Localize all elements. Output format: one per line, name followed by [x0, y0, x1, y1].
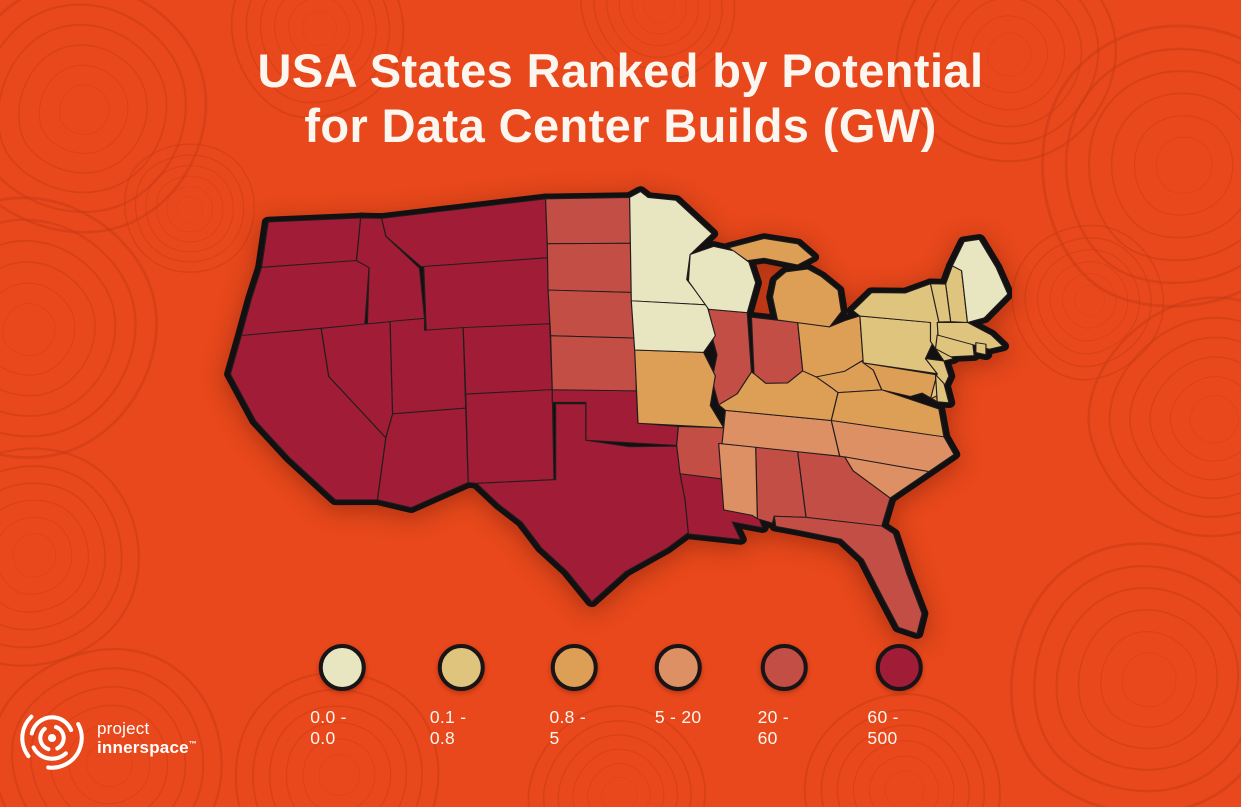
- legend-swatch: [654, 644, 702, 691]
- legend-swatch: [875, 644, 923, 691]
- state-KS: [550, 335, 637, 392]
- logo-word-project: project: [97, 718, 150, 738]
- project-innerspace-logo-text: project innerspace™: [97, 719, 197, 757]
- state-IA: [630, 300, 716, 353]
- us-map-svg: [224, 186, 1015, 639]
- state-VT: [929, 283, 952, 323]
- state-IN: [750, 316, 804, 384]
- legend-item: 20 - 60: [758, 644, 812, 749]
- legend-item: 0.1 - 0.8: [430, 644, 494, 749]
- state-VA: [830, 389, 945, 438]
- legend-label: 20 - 60: [757, 707, 789, 748]
- state-OR: [240, 260, 370, 337]
- state-SC: [844, 456, 930, 499]
- legend-item: 5 - 20: [654, 644, 702, 749]
- state-SD: [546, 242, 635, 293]
- project-innerspace-logo-icon: [20, 706, 84, 770]
- state-ME: [951, 238, 1009, 323]
- legend-label: 0.1 - 0.8: [429, 707, 467, 748]
- state-CO: [462, 323, 553, 395]
- page-title-line1: USA States Ranked by Potential: [257, 44, 984, 97]
- page-title: USA States Ranked by Potential for Data …: [0, 44, 1241, 154]
- legend-label: 5 - 20: [654, 707, 702, 727]
- state-MS: [718, 442, 758, 520]
- state-TX: [476, 403, 690, 603]
- legend-item: 0.0 - 0.0: [310, 644, 374, 749]
- state-NM: [465, 389, 555, 484]
- state-DE: [934, 374, 950, 404]
- state-FL: [773, 515, 923, 635]
- logo-word-innerspace: innerspace™: [97, 738, 197, 757]
- legend-swatch: [761, 644, 809, 691]
- legend-swatch: [318, 644, 366, 691]
- state-NE: [547, 289, 637, 339]
- state-WA: [260, 217, 362, 268]
- legend-item: 0.8 - 5: [549, 644, 598, 749]
- us-choropleth-map: [222, 186, 1015, 646]
- map-legend: 0.0 - 0.0 0.1 - 0.8 0.8 - 5 5 - 20 20 - …: [310, 644, 931, 749]
- legend-label: 0.8 - 5: [549, 707, 586, 748]
- state-WY: [423, 257, 551, 332]
- state-RI: [975, 342, 987, 356]
- state-WI: [687, 245, 757, 314]
- state-MI: [728, 238, 842, 328]
- state-ND: [544, 197, 632, 245]
- project-innerspace-logo: project innerspace™: [16, 702, 197, 774]
- legend-swatch: [438, 644, 486, 691]
- legend-swatch: [550, 644, 598, 691]
- trademark-symbol: ™: [188, 739, 197, 749]
- page-title-line2: for Data Center Builds (GW): [304, 98, 937, 152]
- legend-item: 60 - 500: [867, 644, 930, 749]
- state-UT: [389, 317, 467, 415]
- legend-label: 60 - 500: [867, 707, 899, 748]
- legend-label: 0.0 - 0.0: [310, 707, 347, 748]
